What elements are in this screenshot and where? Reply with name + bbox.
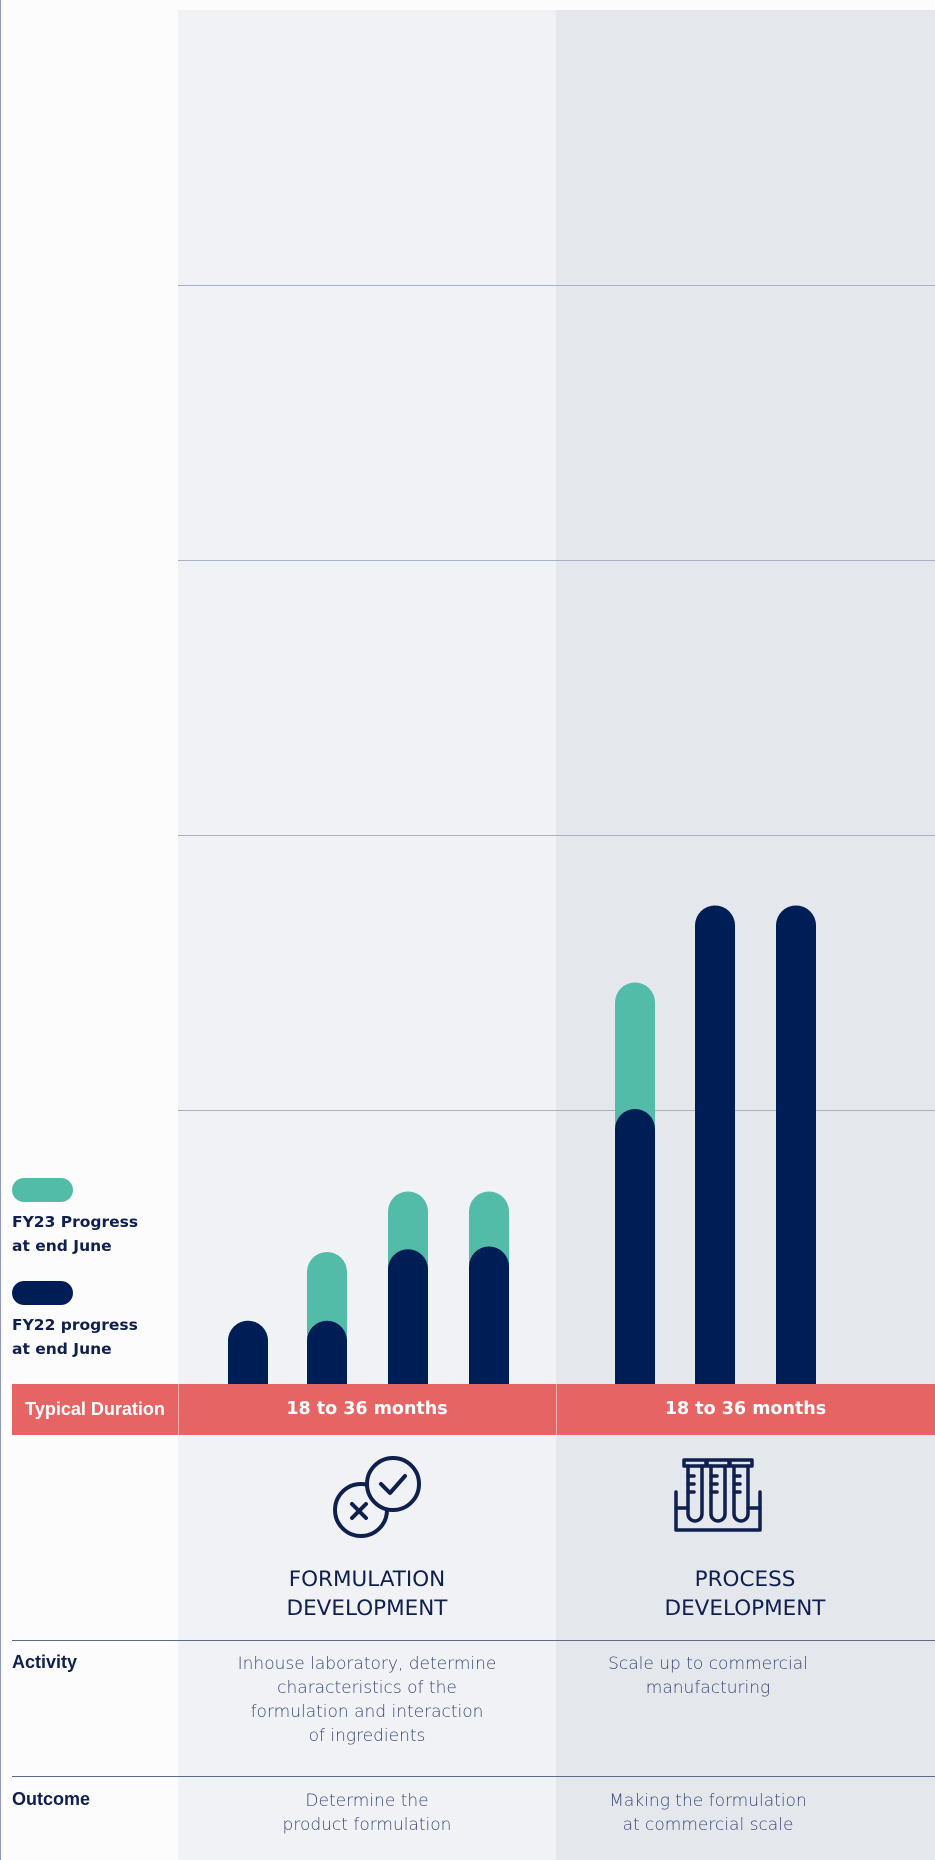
gridline bbox=[178, 560, 935, 561]
activity-formulation: Inhouse laboratory, determine characteri… bbox=[237, 1654, 497, 1746]
duration-band bbox=[12, 1384, 935, 1435]
bar-fy22-process-2 bbox=[695, 905, 735, 1384]
gridline bbox=[178, 285, 935, 286]
stage-column-formulation bbox=[178, 10, 556, 1860]
bar-fy22-formulation-2 bbox=[307, 1320, 347, 1384]
bar-fy22-formulation-1 bbox=[228, 1320, 268, 1384]
bar-fy22-formulation-3 bbox=[388, 1249, 428, 1384]
legend-swatch-fy22 bbox=[12, 1281, 73, 1305]
left-border bbox=[0, 0, 1, 1860]
band-divider bbox=[556, 1384, 557, 1435]
row-divider bbox=[12, 1640, 935, 1641]
test-tubes-icon bbox=[674, 1458, 762, 1532]
formulation-check-cross-icon bbox=[333, 1456, 421, 1538]
row-label-outcome: Outcome bbox=[12, 1789, 91, 1809]
band-divider bbox=[178, 1384, 179, 1435]
legend-label-fy23: FY23 Progress at end June bbox=[12, 1213, 139, 1255]
bar-fy22-process-1 bbox=[615, 1109, 655, 1384]
row-label-activity: Activity bbox=[12, 1652, 78, 1672]
stage-progress-chart bbox=[228, 905, 816, 1384]
row-divider bbox=[12, 1776, 935, 1777]
bar-fy22-formulation-4 bbox=[469, 1246, 509, 1384]
duration-value-formulation: 18 to 36 months bbox=[286, 1399, 448, 1419]
stage-name-process: PROCESS DEVELOPMENT bbox=[664, 1567, 826, 1621]
bar-fy22-process-3 bbox=[776, 905, 816, 1384]
gridline bbox=[178, 1110, 935, 1111]
legend-swatch-fy23 bbox=[12, 1178, 73, 1202]
stage-name-formulation: FORMULATION DEVELOPMENT bbox=[286, 1567, 448, 1621]
activity-process: Scale up to commercial manufacturing bbox=[608, 1654, 808, 1698]
duration-value-process: 18 to 36 months bbox=[664, 1399, 827, 1419]
outcome-formulation: Determine the product formulation bbox=[282, 1791, 452, 1835]
legend-label-fy22: FY22 progress at end June bbox=[12, 1316, 138, 1358]
stage-column-process bbox=[556, 10, 935, 1860]
duration-label: Typical Duration bbox=[25, 1399, 165, 1419]
outcome-process: Making the formulation at commercial sca… bbox=[609, 1791, 807, 1835]
gridline bbox=[178, 835, 935, 836]
